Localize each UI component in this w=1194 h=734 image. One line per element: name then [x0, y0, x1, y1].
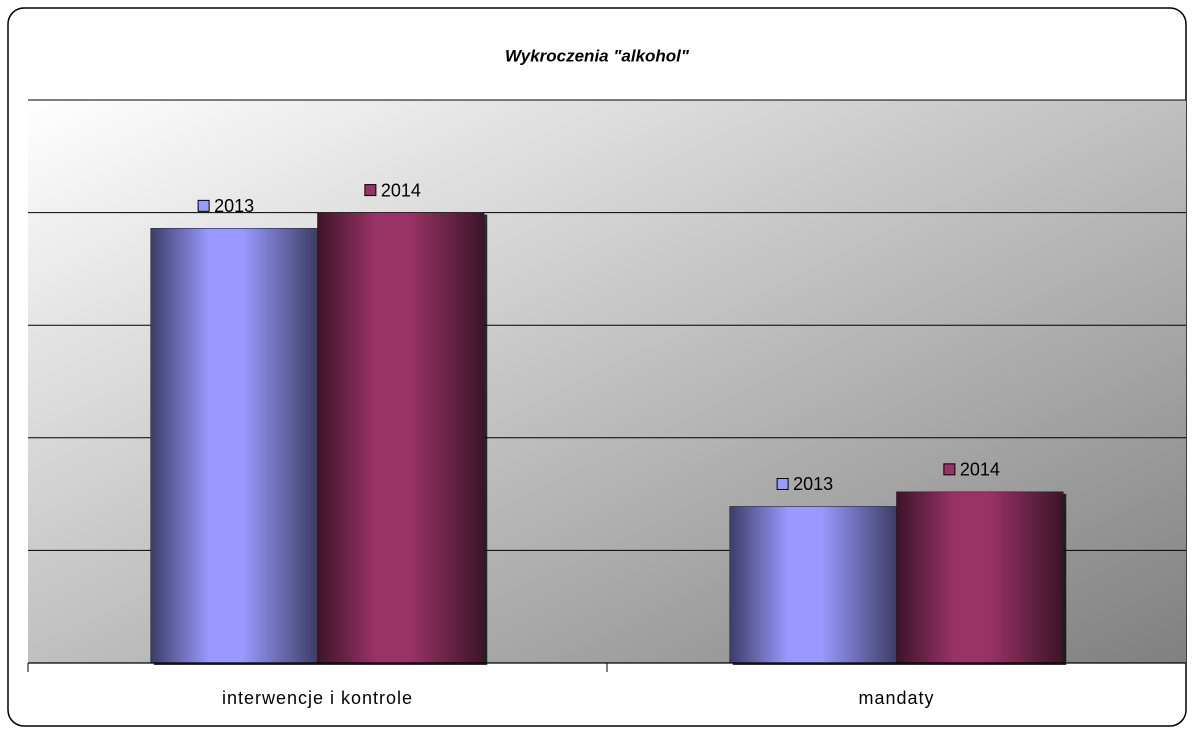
data-label: 2013: [793, 474, 833, 494]
data-label: 2014: [960, 460, 1000, 480]
label-key: [776, 477, 789, 490]
bar: [896, 491, 1064, 664]
data-label: 2013: [214, 196, 254, 216]
bar: [150, 228, 318, 664]
x-tick-label: interwencje i kontrole: [222, 688, 413, 708]
label-key: [364, 184, 377, 197]
chart-title: Wykroczenia "alkohol": [505, 46, 690, 65]
label-key: [943, 463, 956, 476]
bar: [729, 506, 897, 664]
x-tick-label: mandaty: [858, 688, 934, 708]
bar: [317, 212, 485, 664]
label-key: [197, 199, 210, 212]
data-label: 2014: [381, 180, 421, 200]
